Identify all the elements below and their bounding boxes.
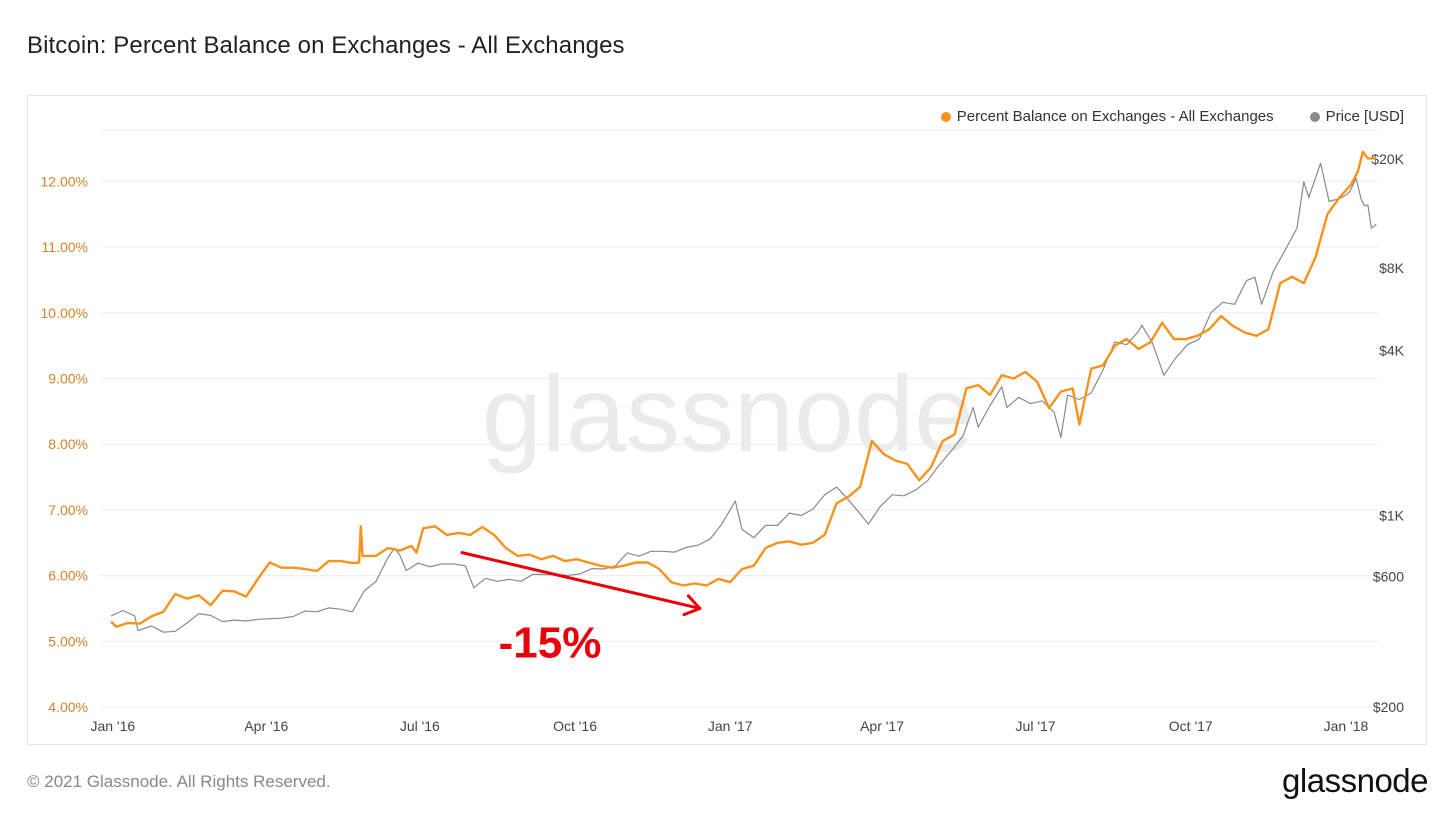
- y-left-tick-label: 12.00%: [41, 173, 88, 189]
- y-right-tick-label: $1K: [1379, 507, 1405, 523]
- x-tick-label: Jan '17: [708, 718, 753, 734]
- x-tick-label: Jan '16: [90, 718, 135, 734]
- x-tick-label: Jul '16: [400, 718, 440, 734]
- x-tick-label: Jul '17: [1016, 718, 1056, 734]
- page-title: Bitcoin: Percent Balance on Exchanges - …: [27, 32, 625, 59]
- y-left-tick-label: 5.00%: [48, 633, 88, 649]
- x-tick-label: Apr '16: [244, 718, 288, 734]
- y-right-tick-label: $4K: [1379, 343, 1405, 359]
- x-tick-label: Jan '18: [1324, 718, 1369, 734]
- legend-item-exchange-balance[interactable]: Percent Balance on Exchanges - All Excha…: [940, 108, 1274, 125]
- y-left-tick-label: 6.00%: [48, 568, 88, 584]
- x-tick-label: Apr '17: [860, 718, 904, 734]
- y-right-tick-label: $200: [1373, 699, 1404, 715]
- chart-frame: glassnode 4.00% 5.00% 6.00% 7.00% 8.00% 9.00%…: [27, 95, 1427, 745]
- legend-swatch-price: [1309, 111, 1320, 122]
- y-right-tick-label: $8K: [1379, 260, 1405, 276]
- legend-label: Price [USD]: [1325, 108, 1404, 125]
- annotation-arrow-head: [682, 594, 702, 617]
- y-right-tick-label: $600: [1373, 568, 1404, 584]
- y-left-tick-label: 8.00%: [48, 436, 88, 452]
- y-right-tick-label: $20K: [1371, 151, 1404, 167]
- x-tick-label: Oct '17: [1169, 718, 1213, 734]
- legend-swatch-exchange-balance: [940, 111, 951, 122]
- x-tick-label: Oct '16: [553, 718, 597, 734]
- y-left-tick-label: 11.00%: [42, 239, 88, 255]
- y-left-tick-label: 9.00%: [48, 371, 88, 387]
- footer-copyright: © 2021 Glassnode. All Rights Reserved.: [27, 772, 331, 791]
- annotation-label: -15%: [499, 618, 602, 667]
- chart-legend: Percent Balance on Exchanges - All Excha…: [940, 108, 1404, 125]
- watermark: glassnode: [482, 353, 974, 474]
- y-left-tick-label: 10.00%: [41, 305, 88, 321]
- y-left-tick-label: 4.00%: [48, 699, 88, 715]
- price-series-line: [110, 162, 1377, 633]
- legend-label: Percent Balance on Exchanges - All Excha…: [956, 108, 1274, 125]
- annotation-arrow-shaft: [460, 551, 702, 610]
- glassnode-logo[interactable]: glassnode: [1282, 762, 1428, 799]
- legend-item-price[interactable]: Price [USD]: [1309, 108, 1404, 125]
- y-left-tick-label: 7.00%: [48, 502, 88, 518]
- exchange-balance-series-line: [110, 150, 1377, 628]
- chart-svg: glassnode 4.00% 5.00% 6.00% 7.00% 8.00% 9.00%…: [41, 129, 1405, 734]
